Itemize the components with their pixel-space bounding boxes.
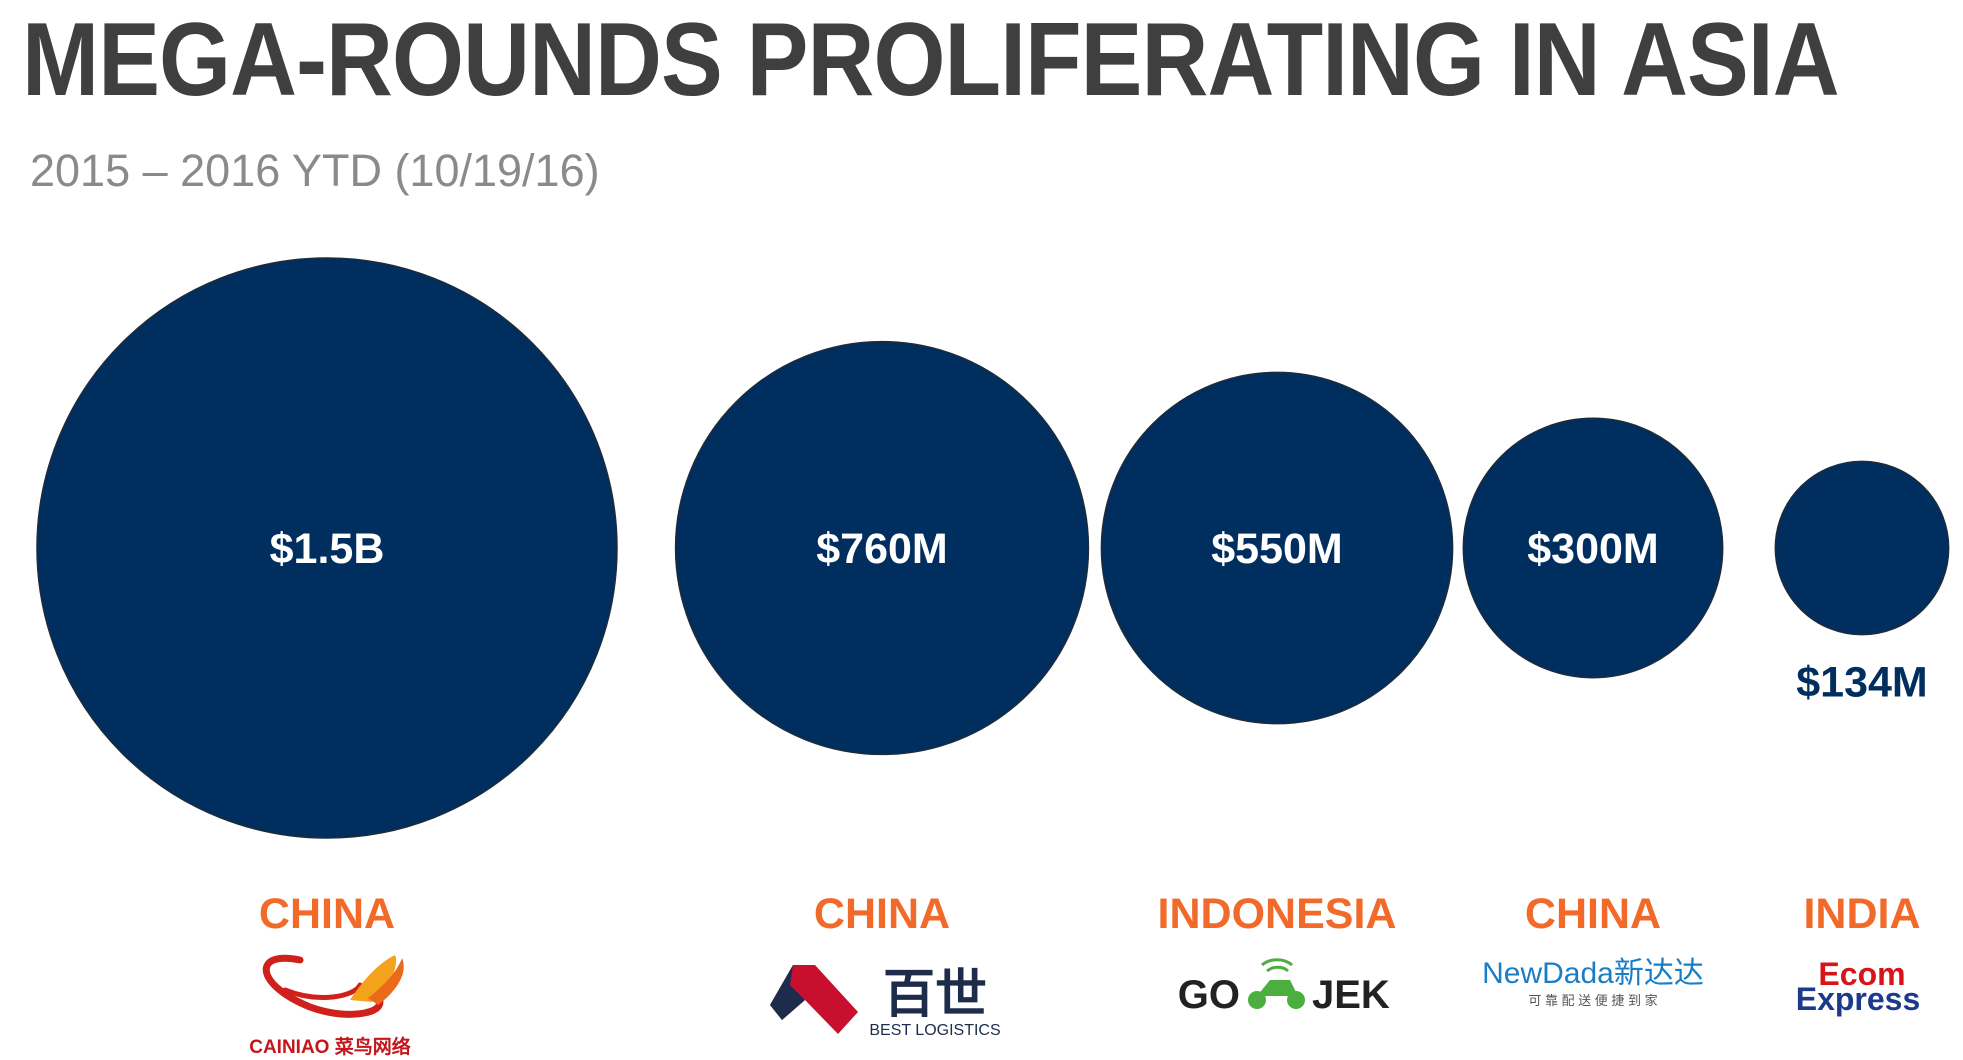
ecom-logo-top: Ecom: [1818, 956, 1905, 992]
value-label-layer: $1.5B $760M $550M $300M $134M: [270, 525, 1928, 707]
bubble-layer: [36, 257, 1950, 839]
country-label-3: CHINA: [1525, 890, 1661, 938]
gojek-logo-go: GO: [1178, 973, 1240, 1017]
newdada-logo-text: NewDada新达达: [1482, 957, 1704, 990]
bubble-3: [1462, 417, 1724, 679]
ecom-express-logo: Ecom Express: [1796, 956, 1921, 1017]
best-logo-mark: [770, 965, 858, 1034]
bubble-value-label-4: $134M: [1796, 659, 1927, 707]
best-logo-mark-2: [770, 965, 805, 1020]
bubble-2: [1100, 371, 1454, 725]
best-logo-en: BEST LOGISTICS: [869, 1022, 1000, 1039]
country-label-2: INDONESIA: [1158, 890, 1397, 938]
gojek-logo: GO JEK: [1178, 958, 1390, 1017]
country-label-layer: CHINA CHINA INDONESIA CHINA INDIA: [259, 890, 1921, 938]
page-title: MEGA-ROUNDS PROLIFERATING IN ASIA: [22, 2, 1840, 118]
cainiao-swoosh-outer: [262, 954, 384, 1018]
gojek-scooter-icon: [1248, 958, 1305, 1009]
bubble-value-label-3: $300M: [1527, 525, 1658, 573]
cainiao-logo-text: CAINIAO 菜鸟网络: [249, 1035, 411, 1058]
country-label-1: CHINA: [814, 890, 950, 938]
bubble-4: [1774, 460, 1950, 636]
cainiao-swoosh-inner: [282, 982, 363, 1000]
country-label-0: CHINA: [259, 890, 395, 938]
bubble-0: [36, 257, 618, 839]
newdada-logo-slogan: 可 靠 配 送 便 捷 到 家: [1528, 993, 1657, 1008]
page-subtitle: 2015 – 2016 YTD (10/19/16): [30, 145, 600, 196]
bubble-value-label-2: $550M: [1211, 525, 1342, 573]
best-logistics-logo: 百世 BEST LOGISTICS: [770, 965, 1001, 1039]
gojek-logo-jek: JEK: [1312, 973, 1390, 1017]
ecom-logo-bottom: Express: [1796, 981, 1921, 1017]
cainiao-flame-2: [368, 958, 404, 1005]
bubble-value-label-0: $1.5B: [270, 525, 385, 573]
best-logo-cn: 百世: [883, 966, 987, 1024]
bubble-value-label-1: $760M: [816, 525, 947, 573]
country-label-4: INDIA: [1803, 890, 1920, 938]
cainiao-flame: [350, 955, 397, 1002]
bubble-1: [674, 340, 1090, 756]
newdada-logo: NewDada新达达 可 靠 配 送 便 捷 到 家: [1482, 957, 1704, 1008]
cainiao-logo: CAINIAO 菜鸟网络: [249, 954, 411, 1058]
